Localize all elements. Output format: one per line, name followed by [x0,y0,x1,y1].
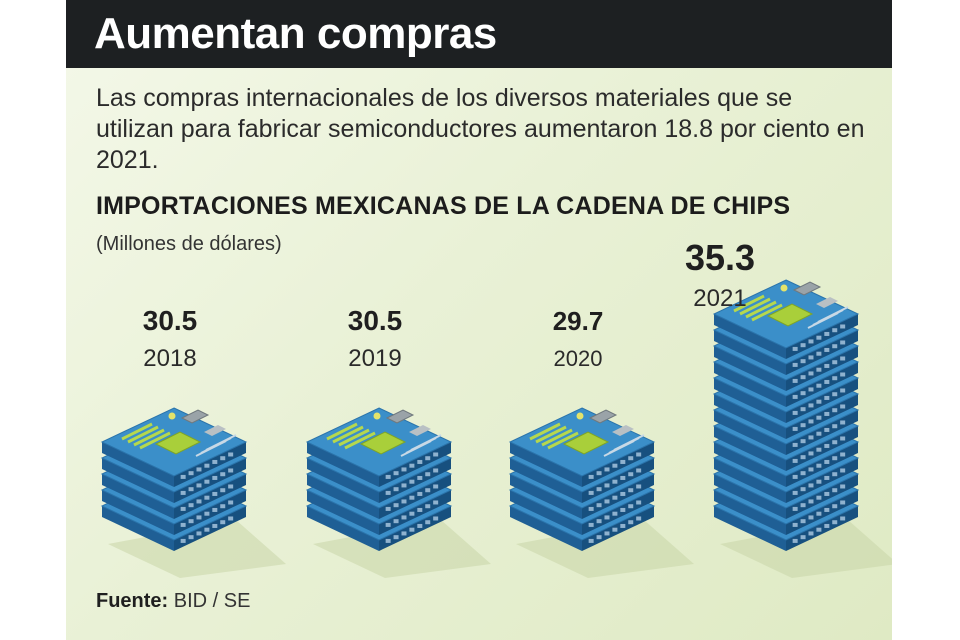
chip-stack-chart: 30.5 2018 30.5 2019 29.7 2020 35.3 2021 [100,237,892,578]
board-layer [305,407,453,487]
title-bar: Aumentan compras [66,0,892,68]
chip-stack-bar: 35.3 2021 [685,237,892,578]
stack-shadow [108,520,286,578]
stack-shadow [720,520,892,578]
source-note: Fuente: BID / SE [96,590,250,613]
year-label: 2020 [554,346,603,371]
unit-label: (Millones de dólares) [96,233,282,255]
value-label: 35.3 [685,237,755,278]
chart-title: IMPORTACIONES MEXICANAS DE LA CADENA DE … [96,192,791,220]
page-title: Aumentan compras [94,9,497,58]
year-label: 2019 [348,345,401,372]
value-label: 30.5 [348,305,403,336]
chip-stack-bar: 30.5 2018 [100,305,286,578]
value-label: 30.5 [143,305,198,336]
infographic-card: Aumentan compras Las compras internacion… [66,0,892,640]
chip-stack-bar: 30.5 2019 [305,305,491,578]
chip-stack-bar: 29.7 2020 [508,306,694,578]
source-value: BID / SE [173,590,251,612]
stack-shadow [313,520,491,578]
year-label: 2021 [693,285,746,312]
board-layer [712,279,860,359]
board-layer [100,407,248,487]
subtitle-text: Las compras internacionales de los diver… [96,84,865,174]
year-label: 2018 [143,345,196,372]
stack-shadow [516,520,694,578]
value-label: 29.7 [553,306,604,336]
source-label: Fuente: [96,590,169,612]
board-layer [508,407,656,487]
